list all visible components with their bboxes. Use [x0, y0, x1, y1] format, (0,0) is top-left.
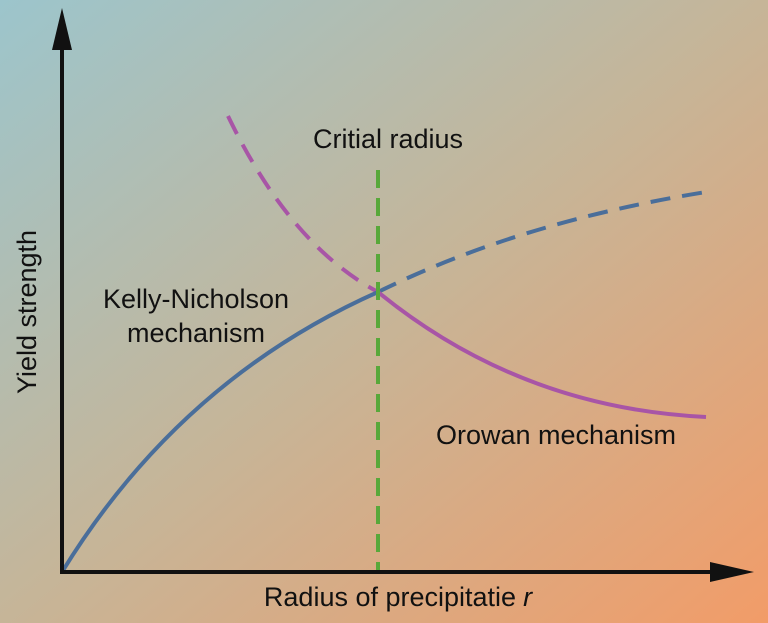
kelly-nicholson-label: Kelly-Nicholson [103, 284, 289, 314]
orowan-curve [376, 290, 707, 419]
x-axis-variable: r [523, 582, 533, 612]
x-axis-label: Radius of precipitatie r [264, 582, 533, 612]
y-axis-label: Yield strength [12, 230, 42, 394]
orowan-label: Orowan mechanism [436, 420, 676, 450]
critical-radius-label: Critial radius [313, 124, 463, 154]
orowan-extension [226, 115, 379, 294]
kelly-nicholson-curve [60, 290, 379, 574]
x-axis-arrow [710, 562, 754, 582]
kelly-nicholson-extension [377, 190, 707, 294]
kelly-nicholson-label: mechanism [127, 318, 265, 348]
x-axis-text: Radius of precipitatie [264, 582, 516, 612]
y-axis-arrow [52, 8, 72, 50]
